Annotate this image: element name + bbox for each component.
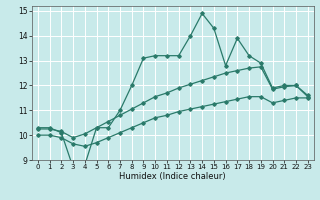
X-axis label: Humidex (Indice chaleur): Humidex (Indice chaleur)	[119, 172, 226, 181]
